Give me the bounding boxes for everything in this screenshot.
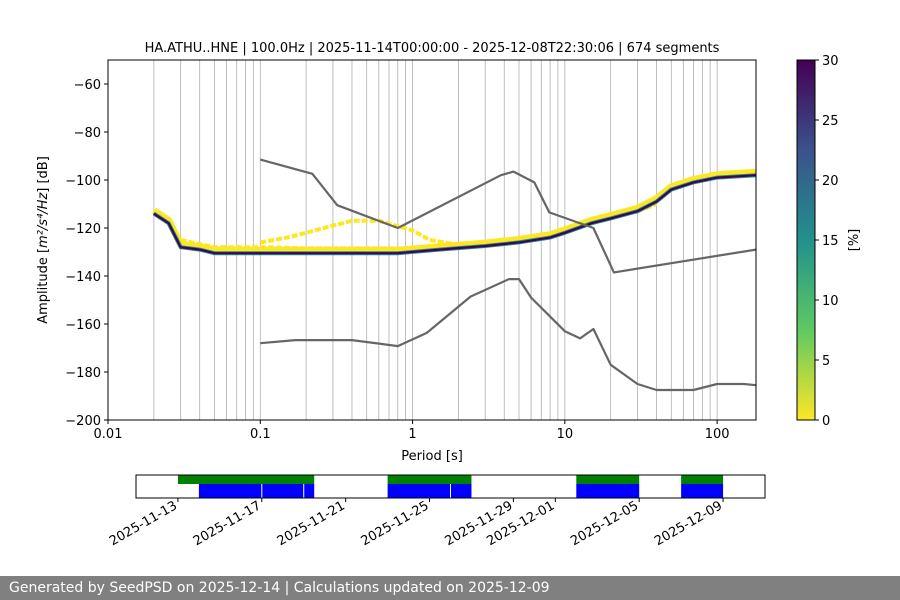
grid [107,60,718,420]
noise-model-line [260,158,756,274]
x-tick-label: 1 [408,427,416,442]
colorbar-tick-label: 0 [822,414,830,429]
psd-band-core [153,174,756,255]
date-tick-label: 2025-11-21 [275,498,348,549]
y-axis-label-suffix: ] [dB] [36,156,51,193]
y-tick-label: −160 [65,318,101,333]
availability-blue-bar [576,484,640,498]
psd-band-outer [151,168,756,254]
x-tick-label: 0.1 [250,427,271,442]
availability-blue-bar [681,484,724,498]
colorbar-tick-label: 25 [822,114,839,129]
y-axis-label-unit: m²/s⁴/Hz [36,192,51,248]
availability-blue-bar [387,484,472,498]
y-axis-label: Amplitude [m²/s⁴/Hz] [dB] [36,156,51,324]
y-tick-label: −200 [65,414,101,429]
footer-banner: Generated by SeedPSD on 2025-12-14 | Cal… [0,576,900,600]
psd-heatmap [151,168,756,256]
y-tick-label: −80 [74,126,101,141]
availability-date-ticks: 2025-11-13 2025-11-17 2025-11-21 2025-11-25… [107,498,725,549]
availability-bars [177,475,724,498]
availability-green-bar [681,475,724,484]
availability-frame [135,474,766,499]
availability-blue-bar [198,484,315,498]
x-tick-label: 0.01 [94,427,123,442]
date-tick-label: 2025-11-25 [359,498,432,549]
date-tick-label: 2025-12-05 [568,498,641,549]
x-axis-label: Period [s] [401,449,463,464]
plot-frame [107,59,757,421]
availability-green-bar [387,475,472,484]
y-tick-label: −180 [65,366,101,381]
y-tick-label: −100 [65,174,101,189]
colorbar-ticks: 0 5 10 15 20 25 30 [815,54,839,429]
colorbar [796,59,816,421]
y-axis-ticks: −200 −180 −160 −140 −120 −100 −80 −60 [65,78,108,429]
x-tick-label: 100 [705,427,730,442]
y-axis-label-prefix: Amplitude [ [36,248,51,324]
date-tick-label: 2025-11-17 [191,498,264,549]
footer-text: Generated by SeedPSD on 2025-12-14 | Cal… [9,580,550,596]
date-tick-label: 2025-12-09 [652,498,725,549]
colorbar-tick-label: 15 [822,234,839,249]
psd-secondary-band [259,218,459,247]
availability-green-bar [576,475,640,484]
noise-model-line [260,278,756,392]
availability-green-bar [177,475,315,484]
colorbar-tick-label: 5 [822,354,830,369]
chart-title: HA.ATHU..HNE | 100.0Hz | 2025-11-14T00:0… [145,41,720,56]
colorbar-tick-label: 20 [822,174,839,189]
colorbar-tick-label: 10 [822,294,839,309]
x-axis-ticks: 0.01 0.1 1 10 100 [94,420,730,442]
colorbar-label: [%] [847,229,862,252]
noise-models [260,158,756,392]
x-tick-label: 10 [557,427,574,442]
colorbar-tick-label: 30 [822,54,839,69]
y-tick-label: −120 [65,222,101,237]
date-tick-label: 2025-11-13 [107,498,180,549]
y-tick-label: −140 [65,270,101,285]
y-tick-label: −60 [74,78,101,93]
